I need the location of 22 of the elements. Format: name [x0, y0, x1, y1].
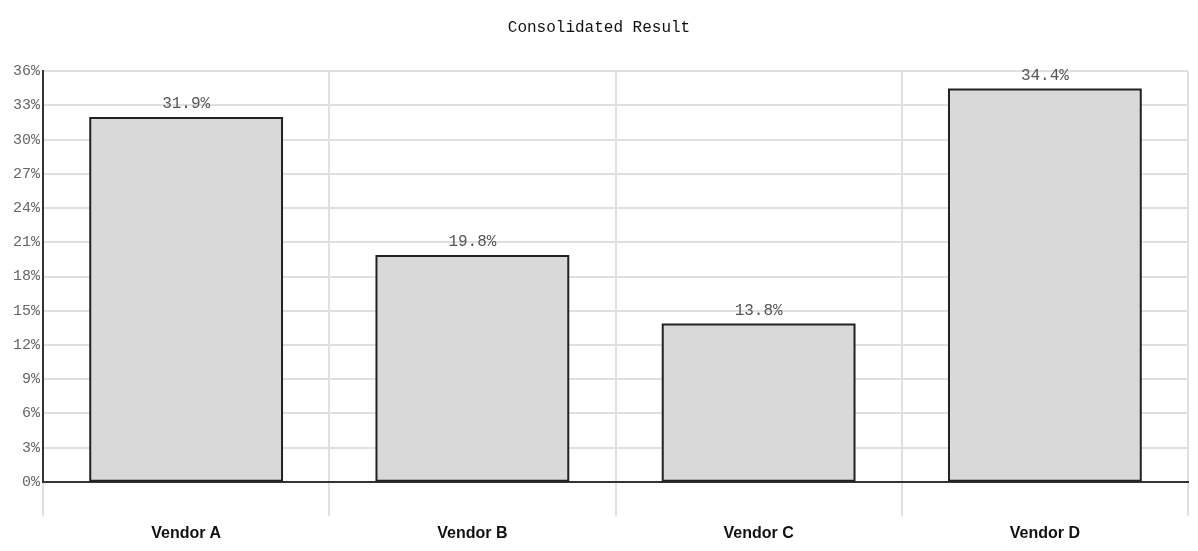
y-tick-label: 33%	[12, 97, 41, 115]
y-tick-label: 0%	[21, 473, 41, 491]
y-tick-label: 30%	[12, 131, 41, 149]
y-tick-label: 36%	[12, 63, 41, 81]
y-tick-label: 15%	[12, 302, 41, 320]
y-tick-label: 9%	[21, 371, 41, 389]
y-tick-label: 3%	[21, 439, 41, 457]
data-label: 31.9%	[162, 95, 211, 114]
y-tick-label: 6%	[21, 405, 41, 423]
x-tick-label: Vendor A	[151, 523, 222, 541]
data-label: 34.4%	[1020, 66, 1070, 85]
data-label: 13.8%	[734, 301, 784, 320]
x-tick-label: Vendor D	[1009, 523, 1080, 541]
y-tick-label: 24%	[12, 200, 41, 218]
chart-title: Consolidated Result	[507, 18, 691, 37]
y-tick-label: 12%	[12, 336, 41, 354]
x-tick-label: Vendor B	[437, 523, 508, 541]
y-tick-label: 21%	[12, 234, 41, 252]
x-tick-label: Vendor C	[723, 523, 795, 541]
data-label: 19.8%	[448, 233, 497, 252]
y-tick-label: 27%	[12, 165, 41, 183]
y-tick-label: 18%	[12, 268, 41, 286]
